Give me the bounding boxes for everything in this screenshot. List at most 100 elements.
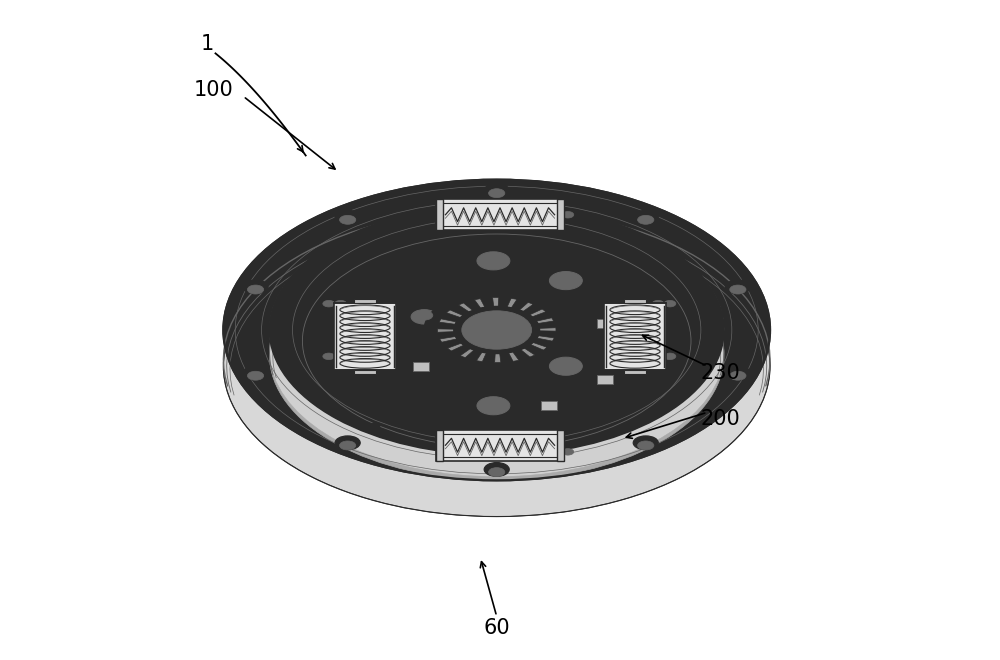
Polygon shape [597,319,613,328]
Text: 60: 60 [483,618,510,638]
Ellipse shape [488,399,499,406]
Ellipse shape [652,300,664,307]
Polygon shape [436,199,443,230]
Polygon shape [436,430,443,461]
Ellipse shape [438,211,450,218]
Polygon shape [507,298,517,308]
Ellipse shape [416,311,433,320]
Ellipse shape [247,372,264,380]
Polygon shape [354,370,376,374]
Text: 1: 1 [200,34,214,53]
Ellipse shape [613,231,624,237]
Ellipse shape [730,372,746,380]
Ellipse shape [562,211,574,218]
Polygon shape [476,352,486,362]
Ellipse shape [555,273,577,284]
Polygon shape [519,302,533,312]
Text: 230: 230 [701,363,741,383]
Ellipse shape [550,211,562,218]
Text: 200: 200 [701,409,741,429]
Ellipse shape [725,366,750,380]
Polygon shape [557,430,564,461]
Ellipse shape [335,436,360,449]
Polygon shape [439,319,456,324]
Polygon shape [541,401,557,410]
Ellipse shape [666,394,676,400]
Polygon shape [437,329,454,332]
Polygon shape [460,348,474,358]
Ellipse shape [549,357,582,376]
Polygon shape [459,303,473,312]
Polygon shape [354,299,376,303]
Ellipse shape [317,260,328,266]
Ellipse shape [484,463,509,477]
Ellipse shape [438,449,450,455]
Ellipse shape [340,441,356,450]
Polygon shape [436,430,564,461]
Polygon shape [557,199,564,230]
Ellipse shape [450,211,462,218]
Ellipse shape [664,353,676,360]
Ellipse shape [454,212,465,218]
Ellipse shape [323,353,335,360]
Ellipse shape [638,441,654,450]
Ellipse shape [369,423,380,429]
Ellipse shape [483,253,504,265]
Ellipse shape [411,310,437,324]
Ellipse shape [560,275,572,280]
Polygon shape [486,322,501,331]
Polygon shape [475,299,485,308]
Ellipse shape [450,449,462,455]
Ellipse shape [462,311,532,349]
Ellipse shape [488,255,499,261]
Ellipse shape [223,216,770,517]
Ellipse shape [489,468,505,477]
Ellipse shape [269,205,724,455]
Polygon shape [223,234,770,516]
Ellipse shape [335,211,360,224]
Ellipse shape [269,230,724,480]
Ellipse shape [560,360,572,366]
Ellipse shape [652,353,664,360]
Ellipse shape [633,211,658,224]
Polygon shape [413,362,429,370]
Polygon shape [440,337,457,343]
Ellipse shape [664,300,676,307]
Ellipse shape [340,215,356,224]
Text: 100: 100 [194,80,233,100]
Ellipse shape [282,347,292,353]
Polygon shape [334,303,396,370]
Polygon shape [597,375,613,383]
Ellipse shape [725,280,750,294]
Ellipse shape [562,449,574,455]
Ellipse shape [434,296,559,364]
Polygon shape [495,354,501,362]
Ellipse shape [484,183,509,197]
Ellipse shape [477,251,510,270]
Polygon shape [537,336,554,341]
Polygon shape [536,317,554,323]
Polygon shape [509,352,519,361]
Ellipse shape [323,300,335,307]
Polygon shape [604,303,666,370]
Polygon shape [624,370,646,374]
Polygon shape [530,309,546,317]
Polygon shape [624,299,646,303]
Polygon shape [530,343,547,350]
Ellipse shape [528,442,539,448]
Ellipse shape [555,358,577,370]
Ellipse shape [701,307,711,313]
Ellipse shape [223,180,770,480]
Ellipse shape [638,215,654,224]
Polygon shape [436,199,564,230]
Polygon shape [539,328,556,331]
Polygon shape [493,298,499,306]
Polygon shape [446,310,463,317]
Polygon shape [448,343,464,351]
Ellipse shape [247,285,264,294]
Polygon shape [521,348,535,357]
Ellipse shape [730,285,746,294]
Ellipse shape [477,397,510,414]
Ellipse shape [302,223,691,437]
Ellipse shape [335,300,347,307]
